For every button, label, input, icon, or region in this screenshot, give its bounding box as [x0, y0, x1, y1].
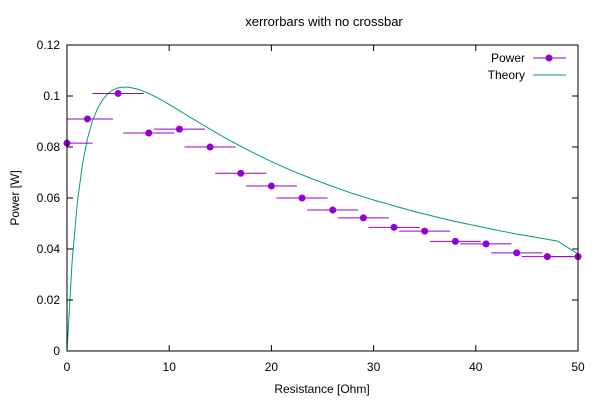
power-data-point [145, 129, 153, 137]
power-data-point [83, 115, 91, 123]
y-tick-label: 0.02 [37, 293, 61, 307]
power-data-point [206, 143, 214, 151]
power-data-point [237, 169, 245, 177]
y-tick-label: 0.12 [37, 38, 61, 52]
power-data-point [359, 214, 367, 222]
power-data-point [513, 249, 521, 257]
x-tick-label: 40 [469, 360, 483, 374]
x-tick-label: 10 [163, 360, 177, 374]
y-tick-label: 0.06 [37, 191, 61, 205]
x-tick-label: 30 [367, 360, 381, 374]
power-data-point [329, 206, 337, 214]
power-data-point [298, 194, 306, 202]
y-tick-label: 0.1 [43, 89, 60, 103]
y-tick-label: 0.04 [37, 242, 61, 256]
y-axis-label: Power [W] [8, 170, 22, 225]
chart-title: xerrorbars with no crossbar [245, 14, 403, 29]
x-axis-ticks: 0 10 20 30 40 50 [64, 45, 585, 374]
x-tick-label: 50 [571, 360, 585, 374]
y-tick-label: 0.08 [37, 140, 61, 154]
y-tick-label: 0 [53, 344, 60, 358]
power-data-point [390, 223, 398, 231]
x-tick-label: 20 [265, 360, 279, 374]
legend-label-power: Power [491, 51, 525, 65]
x-axis-label: Resistance [Ohm] [274, 382, 369, 396]
power-data-point [421, 227, 429, 235]
power-data-point [451, 237, 459, 245]
x-tick-label: 0 [64, 360, 71, 374]
power-data-point [482, 240, 490, 248]
legend-label-theory: Theory [488, 68, 525, 82]
legend-swatch-power-marker [545, 54, 553, 62]
legend: Power Theory [488, 51, 566, 82]
y-axis-ticks: 0 0.02 0.04 0.06 0.08 0.1 0.12 [37, 38, 578, 358]
power-data-point [114, 89, 122, 97]
power-data-point [175, 125, 183, 133]
power-data-point [267, 182, 275, 190]
plot-area [63, 86, 582, 352]
power-data-point [543, 253, 551, 261]
theory-line [66, 86, 579, 352]
